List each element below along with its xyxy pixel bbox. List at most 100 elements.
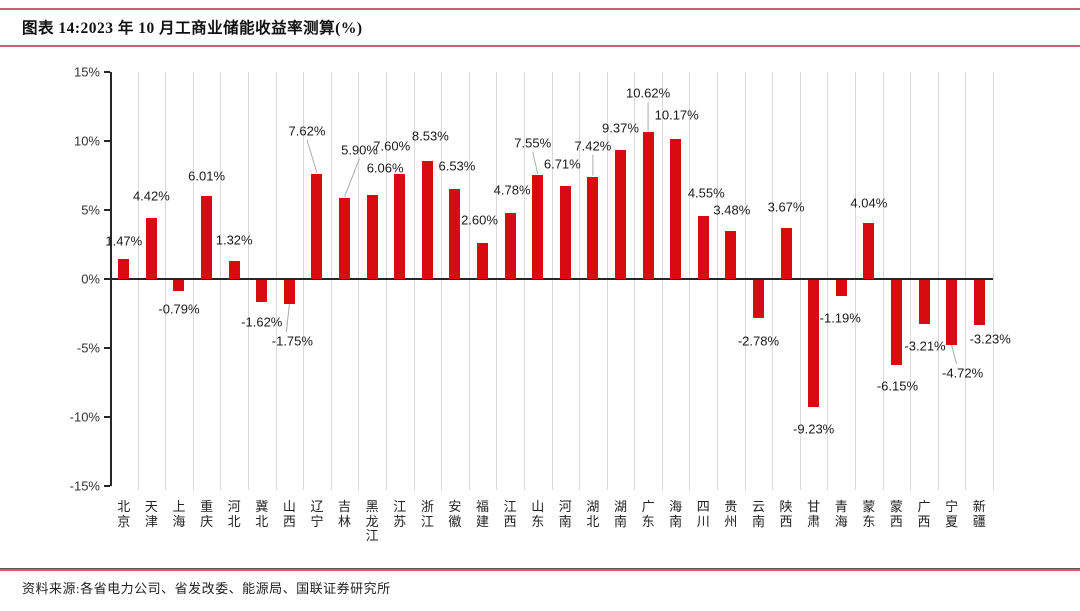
chart-bar [863, 223, 875, 279]
chart-bar [587, 176, 599, 279]
x-category-label: 冀 北 [255, 499, 269, 529]
chart-bar [201, 196, 213, 279]
leader-line [951, 345, 958, 365]
bar-value-label: -4.72% [942, 365, 984, 381]
bar-value-label: -3.21% [904, 338, 946, 354]
gridline [496, 72, 498, 490]
chart-bar [697, 216, 709, 279]
x-category-label: 青 海 [834, 499, 848, 529]
chart-bar [228, 260, 240, 279]
bar-value-label: 6.71% [543, 156, 581, 172]
chart-bar [504, 213, 516, 279]
x-category-label: 福 建 [476, 499, 490, 529]
gridline [247, 72, 249, 490]
footer-rule-pink [0, 569, 1080, 571]
bar-value-label: 4.78% [493, 182, 531, 198]
y-tick-label: -10% [69, 409, 100, 425]
x-category-label: 贵 州 [724, 499, 738, 529]
chart-bar [449, 188, 461, 279]
y-axis-tick [104, 485, 110, 487]
gridline [882, 72, 884, 490]
bar-value-label: -9.23% [793, 421, 835, 437]
gridline [579, 72, 581, 490]
x-category-label: 黑 龙 江 [365, 499, 379, 544]
gridline [937, 72, 939, 490]
gridline [385, 72, 387, 490]
bar-value-label: 9.37% [602, 120, 639, 136]
chart-bar [173, 280, 185, 291]
x-category-label: 江 苏 [393, 499, 407, 529]
x-category-label: 浙 江 [420, 499, 434, 529]
chart-bar [725, 230, 737, 279]
y-tick-label: 0% [81, 271, 100, 287]
chart-bar [835, 280, 847, 297]
bar-value-label: 10.62% [626, 85, 671, 101]
chart-bar [421, 161, 433, 279]
bar-value-label: 1.47% [105, 233, 143, 249]
gridline [634, 72, 636, 490]
y-tick-label: -15% [69, 478, 100, 494]
bar-value-label: 4.04% [850, 195, 888, 211]
footer-rule-dark [0, 568, 1080, 569]
x-category-label: 吉 林 [338, 499, 352, 529]
gridline [993, 72, 994, 490]
gridline [965, 72, 967, 490]
chart-bar [752, 280, 764, 319]
bar-value-label: 4.55% [687, 185, 725, 201]
chart-bar [890, 280, 902, 365]
y-axis-tick [104, 71, 110, 73]
chart-bar [559, 186, 571, 279]
gridline [551, 72, 553, 490]
x-category-label: 重 庆 [200, 499, 214, 529]
bar-value-label: 8.53% [411, 128, 449, 144]
bar-value-label: 2.60% [461, 212, 498, 228]
chart-bar [256, 280, 268, 303]
header-top-rule [0, 8, 1080, 10]
leader-line [344, 158, 361, 197]
bar-value-label: 6.06% [366, 160, 404, 176]
bar-value-label: -1.19% [819, 310, 861, 326]
leader-line [532, 151, 539, 174]
figure-title: 图表 14:2023 年 10 月工商业储能收益率测算(%) [22, 20, 363, 37]
zero-baseline [110, 278, 993, 280]
x-category-label: 四 川 [696, 499, 710, 529]
y-axis-tick [104, 140, 110, 142]
chart-bar [145, 218, 157, 279]
chart-bar [311, 173, 323, 279]
chart-bar [394, 174, 406, 279]
y-axis-tick [104, 347, 110, 349]
gridline [606, 72, 608, 490]
x-category-label: 陕 西 [779, 499, 793, 529]
bar-value-label: -1.75% [271, 333, 313, 349]
bar-value-label: 7.42% [574, 138, 612, 154]
gridline [717, 72, 719, 490]
gridline [275, 72, 277, 490]
gridline [330, 72, 332, 490]
chart-bar [670, 138, 682, 279]
x-category-label: 新 疆 [972, 499, 986, 529]
gridline [137, 72, 139, 490]
x-category-label: 山 东 [531, 499, 545, 529]
bar-value-label: -1.62% [241, 314, 283, 330]
chart-bar [532, 174, 544, 279]
y-tick-label: -5% [76, 340, 100, 356]
x-category-label: 广 西 [917, 499, 931, 529]
x-category-label: 江 西 [503, 499, 517, 529]
chart-bar [780, 228, 792, 279]
chart-bar [118, 258, 130, 279]
chart-bar [477, 243, 489, 279]
x-category-label: 辽 宁 [310, 499, 324, 529]
gridline [799, 72, 801, 490]
gridline [358, 72, 360, 490]
gridline [192, 72, 194, 490]
bar-value-label: 6.53% [438, 158, 476, 174]
bar-value-label: 7.55% [514, 135, 552, 151]
gridline [523, 72, 525, 490]
x-category-label: 山 西 [282, 499, 296, 529]
gridline [165, 72, 167, 490]
x-category-label: 河 南 [558, 499, 572, 529]
y-tick-label: 10% [73, 133, 100, 149]
x-category-label: 蒙 东 [862, 499, 876, 529]
